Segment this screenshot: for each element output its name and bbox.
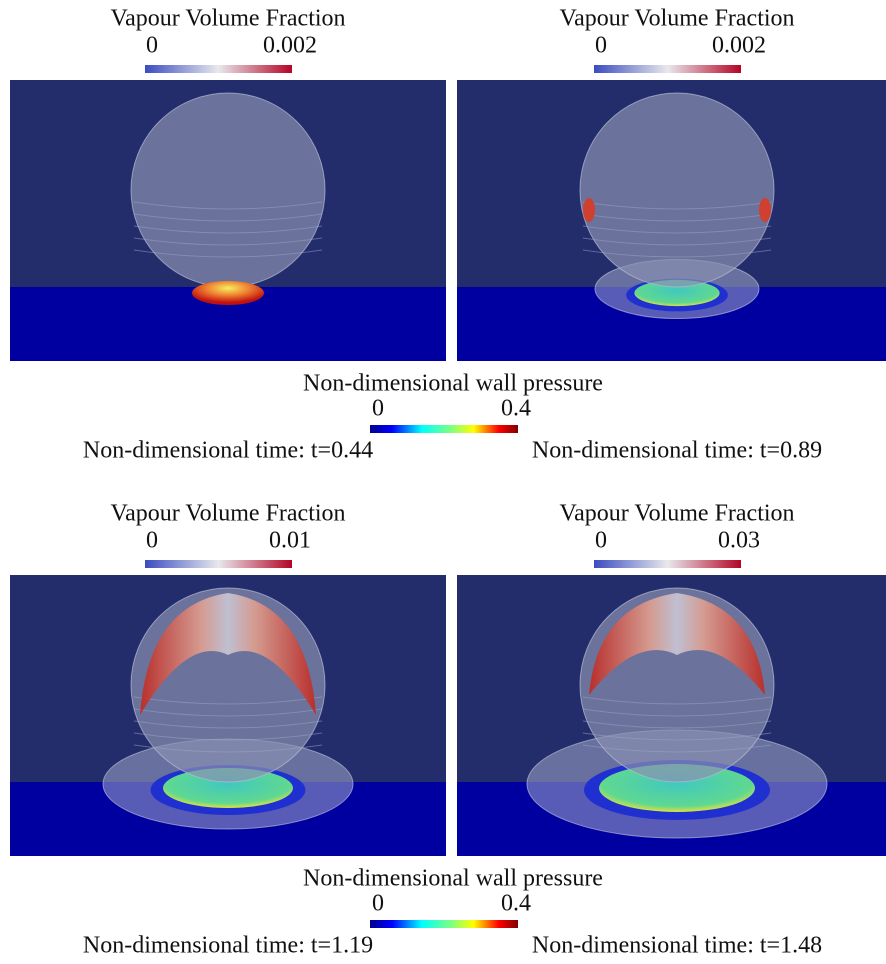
bubble — [580, 93, 774, 287]
colorbar — [594, 65, 741, 73]
pressure-title: Non-dimensional wall pressure — [303, 866, 603, 892]
colorbar-min: 0 — [146, 33, 158, 59]
colorbar-title: Vapour Volume Fraction — [110, 6, 345, 32]
figure: Vapour Volume Fraction00.002Non-dimensio… — [0, 0, 886, 964]
colorbar — [145, 560, 292, 568]
pressure-title: Non-dimensional wall pressure — [303, 371, 603, 397]
colorbar-max: 0.002 — [712, 33, 766, 59]
vapour-region — [583, 198, 595, 222]
pressure-min: 0 — [372, 891, 384, 917]
time-label: Non-dimensional time: t=0.89 — [532, 438, 822, 464]
colorbar-title: Vapour Volume Fraction — [559, 501, 794, 527]
colorbar-title: Vapour Volume Fraction — [110, 501, 345, 527]
pressure-min: 0 — [372, 396, 384, 422]
colorbar-max: 0.03 — [718, 528, 760, 554]
time-label: Non-dimensional time: t=0.44 — [83, 438, 373, 464]
time-label: Non-dimensional time: t=1.19 — [83, 933, 373, 959]
bubble — [131, 93, 325, 287]
colorbar-min: 0 — [146, 528, 158, 554]
colorbar-max: 0.002 — [263, 33, 317, 59]
pressure-colorbar — [370, 920, 518, 928]
colorbar-title: Vapour Volume Fraction — [559, 6, 794, 32]
time-label: Non-dimensional time: t=1.48 — [532, 933, 822, 959]
pressure-colorbar — [370, 425, 518, 433]
vapour-region — [759, 198, 771, 222]
simulation-image — [10, 575, 446, 856]
simulation-image — [10, 80, 446, 361]
colorbar — [594, 560, 741, 568]
colorbar — [145, 65, 292, 73]
pressure-max: 0.4 — [501, 396, 531, 422]
simulation-image — [457, 80, 886, 361]
colorbar-min: 0 — [595, 33, 607, 59]
colorbar-max: 0.01 — [269, 528, 311, 554]
pressure-max: 0.4 — [501, 891, 531, 917]
vapour-region — [192, 281, 264, 305]
colorbar-min: 0 — [595, 528, 607, 554]
simulation-image — [457, 575, 886, 856]
